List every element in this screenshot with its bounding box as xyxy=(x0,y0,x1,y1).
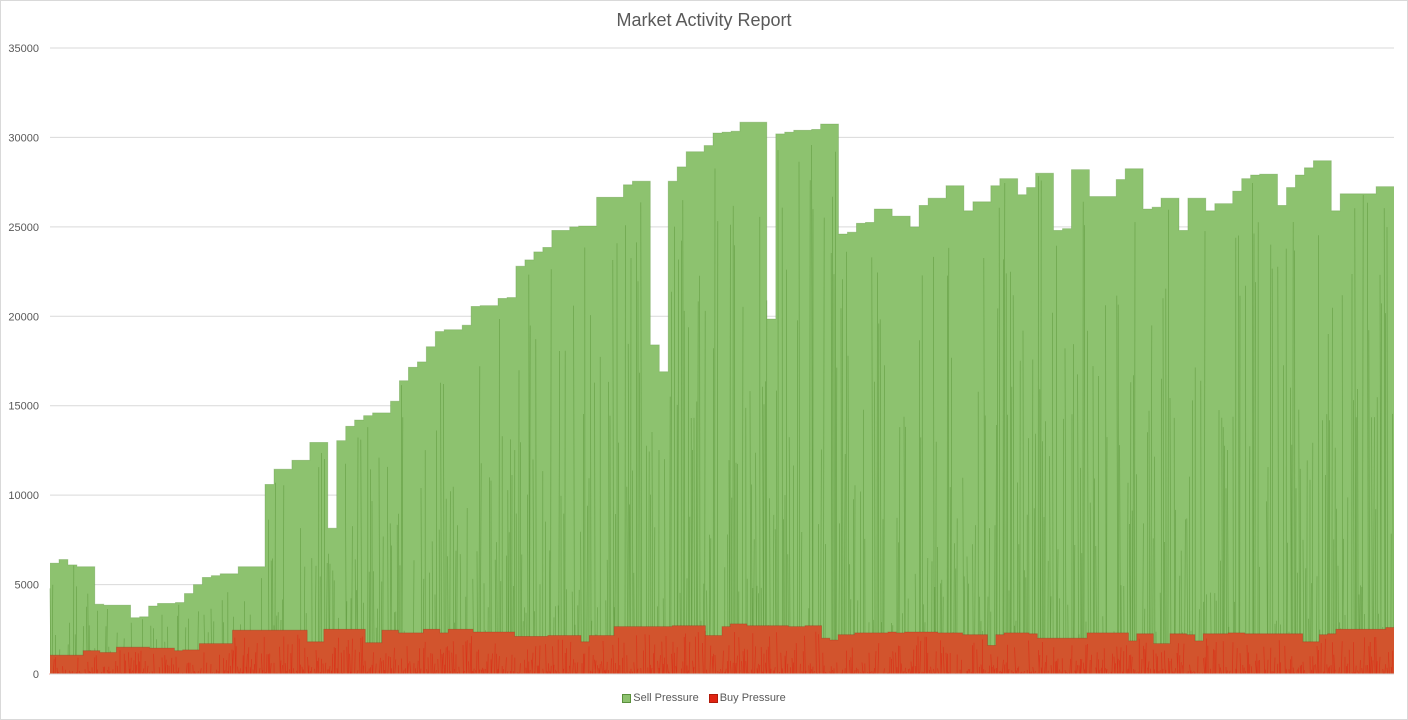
y-tick-label: 20000 xyxy=(8,311,39,323)
sell-pressure-series xyxy=(49,121,1394,675)
buy-pressure-series xyxy=(49,623,1394,675)
y-tick-label: 15000 xyxy=(8,401,39,413)
y-tick-label: 25000 xyxy=(8,222,39,234)
legend-swatch-buy xyxy=(708,693,718,703)
series-edge xyxy=(50,121,1394,619)
y-axis-ticks: 0 5000 10000 15000 20000 25000 30000 35000 xyxy=(8,43,39,681)
y-tick-label: 5000 xyxy=(15,580,39,592)
legend-label-sell: Sell Pressure xyxy=(633,692,699,704)
y-tick-label: 10000 xyxy=(8,490,39,502)
legend-label-buy: Buy Pressure xyxy=(719,692,786,704)
y-tick-label: 35000 xyxy=(8,43,39,55)
chart-title: Market Activity Report xyxy=(616,10,792,30)
y-tick-label: 0 xyxy=(33,669,39,681)
legend-item-sell[interactable]: Sell Pressure xyxy=(622,692,699,704)
legend-item-buy[interactable]: Buy Pressure xyxy=(708,692,786,704)
y-tick-label: 30000 xyxy=(8,132,39,144)
series-area xyxy=(50,122,1394,674)
legend: Sell Pressure Buy Pressure xyxy=(0,692,1408,704)
legend-swatch-sell xyxy=(622,693,632,703)
series-edge xyxy=(50,623,1394,656)
